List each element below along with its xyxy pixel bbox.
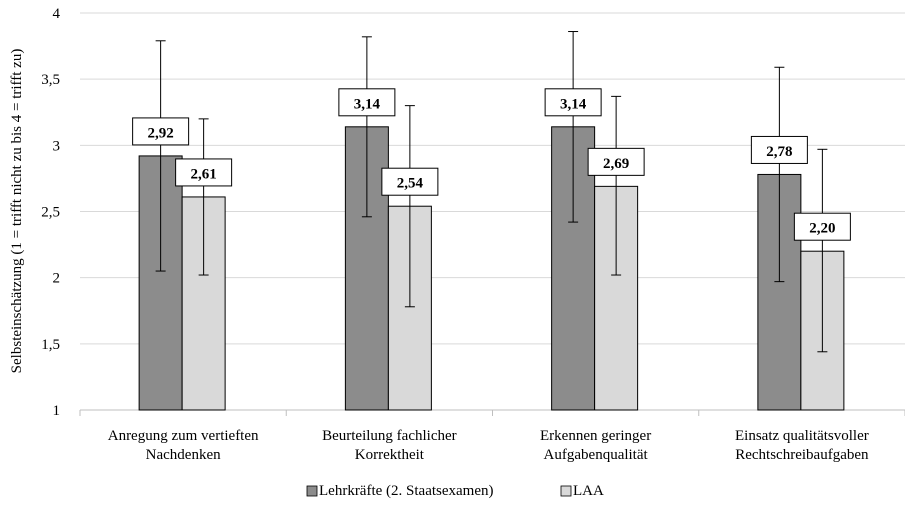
legend-label-lehrkraefte: Lehrkräfte (2. Staatsexamen) (319, 483, 494, 499)
data-label: 2,54 (397, 176, 424, 192)
y-tick-label: 4 (53, 6, 61, 22)
data-label: 2,69 (603, 156, 629, 172)
category-label: Aufgabenqualität (544, 447, 649, 463)
data-label-box (793, 212, 851, 241)
y-tick-label: 1 (53, 403, 61, 419)
data-label-box (175, 158, 233, 187)
category-label: Erkennen geringer (540, 428, 651, 444)
y-tick-label: 3,5 (41, 72, 60, 88)
data-label-box (587, 147, 645, 176)
data-label-box (381, 167, 439, 196)
legend: Lehrkräfte (2. Staatsexamen) LAA (306, 483, 604, 499)
data-label: 2,61 (191, 166, 217, 182)
y-axis-label: Selbsteinschätzung (1 = trifft nicht zu … (9, 49, 25, 374)
category-label: Einsatz qualitätsvoller (735, 428, 869, 444)
category-label: Beurteilung fachlicher (322, 428, 457, 444)
data-label: 2,20 (809, 221, 835, 237)
data-label: 2,78 (766, 144, 792, 160)
error-bars (155, 31, 828, 353)
y-tick-labels: 1 1,5 2 2,5 3 3,5 4 (41, 6, 60, 419)
category-label: Nachdenken (146, 447, 221, 463)
data-label: 3,14 (354, 96, 381, 112)
data-labels: 2,92 2,61 3,14 2,54 3,14 2,69 2,78 2,20 (132, 88, 851, 241)
category-label: Rechtschreibaufgaben (735, 447, 869, 463)
data-label-box (338, 88, 396, 117)
legend-label-laa: LAA (573, 483, 604, 499)
data-label-box (750, 135, 808, 164)
legend-swatch-lehrkraefte (306, 485, 318, 497)
data-label: 2,92 (148, 125, 174, 141)
data-label-box (132, 117, 190, 146)
y-tick-label: 2,5 (41, 205, 60, 221)
legend-swatch-laa (560, 485, 572, 497)
y-tick-label: 1,5 (41, 337, 60, 353)
category-label: Korrektheit (355, 447, 425, 463)
category-labels: Anregung zum vertieften Nachdenken Beurtei… (108, 428, 869, 463)
category-label: Anregung zum vertieften (108, 428, 259, 444)
data-label-box (544, 88, 602, 117)
y-tick-label: 3 (53, 138, 61, 154)
bars (138, 126, 845, 411)
data-label: 3,14 (560, 96, 587, 112)
category-dividers (79, 410, 905, 416)
y-tick-label: 2 (53, 271, 61, 287)
